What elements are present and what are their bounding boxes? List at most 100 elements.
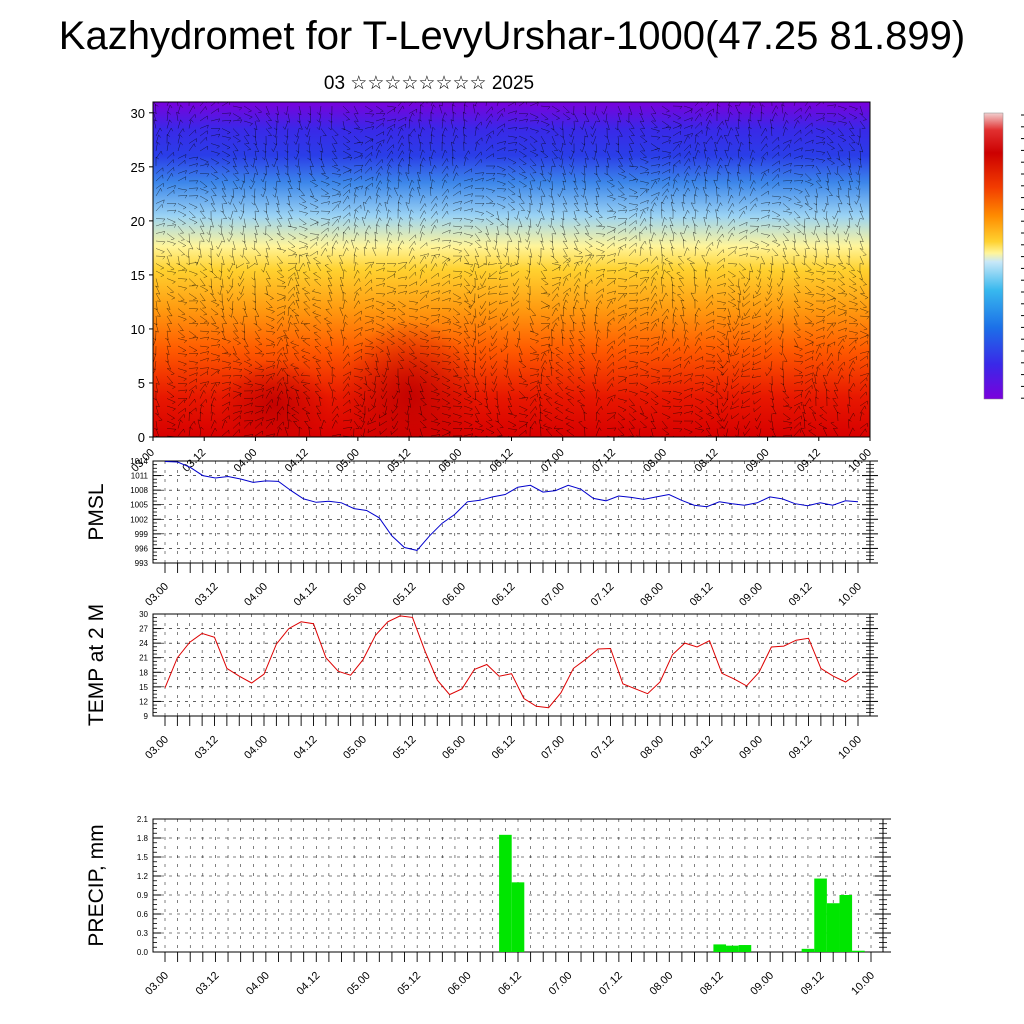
wind-barb-feather xyxy=(502,128,504,133)
wind-barb xyxy=(661,140,671,144)
wind-barb xyxy=(236,263,245,269)
wind-barb-feather xyxy=(491,190,495,194)
wind-barb-feather xyxy=(436,219,438,223)
wind-barb xyxy=(848,113,858,118)
wind-barb xyxy=(441,119,444,129)
wind-barb xyxy=(276,255,283,264)
wind-barb-feather xyxy=(767,249,771,253)
wind-barb-feather xyxy=(479,98,481,101)
wind-barb-feather xyxy=(733,219,735,223)
wind-barb xyxy=(771,195,781,198)
wind-barb xyxy=(551,210,555,220)
wind-barb xyxy=(661,224,666,234)
wind-barb xyxy=(353,128,363,131)
wind-barb xyxy=(527,210,531,220)
wind-barb xyxy=(793,210,801,218)
wind-barb-feather xyxy=(722,233,724,238)
wind-barb xyxy=(386,108,395,114)
wind-barb xyxy=(559,188,564,197)
wind-barb xyxy=(284,120,289,130)
wind-barb xyxy=(507,127,517,129)
wind-barb-feather xyxy=(687,187,690,192)
wind-barb xyxy=(705,113,711,122)
wind-barb-feather xyxy=(796,224,801,226)
wind-barb xyxy=(232,173,240,181)
wind-barb-feather xyxy=(172,243,176,246)
wind-barb-feather xyxy=(810,272,814,276)
wind-barb-feather xyxy=(347,155,351,158)
wind-barb xyxy=(737,119,740,129)
wind-barb-feather xyxy=(523,185,527,188)
wind-barb xyxy=(210,188,217,196)
wind-barb xyxy=(562,135,566,145)
wind-barb xyxy=(694,247,697,257)
wind-barb-feather xyxy=(337,191,341,194)
wind-barb-feather xyxy=(556,118,560,120)
wind-barb-feather xyxy=(431,134,435,137)
wind-barb xyxy=(353,175,362,182)
wind-barb xyxy=(727,226,735,234)
wind-barb xyxy=(199,102,204,107)
wind-barb-feather xyxy=(487,261,490,266)
wind-barb xyxy=(386,232,390,242)
wind-barb-feather xyxy=(559,277,562,281)
wind-barb-feather xyxy=(750,97,753,99)
wind-barb-feather xyxy=(620,247,623,251)
wind-barb xyxy=(540,263,548,271)
wind-barb xyxy=(188,270,198,275)
wind-barb xyxy=(485,113,492,122)
wind-barb xyxy=(166,159,174,167)
wind-barb-feather xyxy=(515,110,517,115)
wind-barb-feather xyxy=(742,269,746,271)
wind-barb xyxy=(628,203,638,206)
wind-barb-feather xyxy=(433,149,436,153)
wind-barb-feather xyxy=(185,170,187,174)
wind-barb-feather xyxy=(717,104,721,107)
wind-barb xyxy=(199,225,205,235)
wind-barb xyxy=(606,150,611,160)
wind-barb-feather xyxy=(200,210,205,212)
wind-barb xyxy=(628,165,638,168)
wind-barb-feather xyxy=(394,187,398,189)
wind-barb-feather xyxy=(753,180,756,184)
wind-barb xyxy=(265,248,269,258)
wind-barb-feather xyxy=(155,104,159,107)
wind-barb-feather xyxy=(240,232,243,236)
wind-barb-feather xyxy=(182,128,185,132)
wind-barb-feather xyxy=(478,246,482,249)
wind-barb xyxy=(417,179,421,189)
wind-barb xyxy=(793,155,803,159)
wind-barb-feather xyxy=(476,126,480,130)
wind-barb-feather xyxy=(862,254,867,256)
wind-barb-feather xyxy=(265,263,270,265)
wind-barb-feather xyxy=(600,244,605,247)
wind-barb xyxy=(782,210,792,213)
wind-barb-feather xyxy=(517,240,522,243)
wind-barb-feather xyxy=(380,180,382,184)
wind-barb xyxy=(364,120,374,124)
wind-barb-feather xyxy=(389,194,392,198)
wind-barb xyxy=(781,104,784,114)
wind-barb-feather xyxy=(206,137,208,141)
wind-barb-feather xyxy=(812,149,815,153)
wind-barb xyxy=(606,210,616,213)
wind-barb xyxy=(606,120,610,130)
wind-barb-feather xyxy=(388,179,392,183)
wind-barb-feather xyxy=(420,164,424,168)
wind-barb xyxy=(617,173,627,178)
wind-barb-feather xyxy=(381,159,383,163)
wind-barb xyxy=(771,248,779,256)
wind-barb xyxy=(386,118,396,122)
wind-barb-feather xyxy=(305,142,309,145)
wind-barb xyxy=(771,182,779,189)
wind-barb-feather xyxy=(181,239,185,241)
wind-barb-feather xyxy=(686,179,690,183)
wind-barb-feather xyxy=(658,156,661,160)
wind-barb xyxy=(540,150,549,157)
wind-barb xyxy=(177,210,187,216)
wind-barb-feather xyxy=(306,246,308,250)
wind-barb xyxy=(672,143,679,152)
wind-barb xyxy=(518,118,528,122)
wind-barb-feather xyxy=(471,185,473,189)
wind-barb xyxy=(859,158,862,168)
